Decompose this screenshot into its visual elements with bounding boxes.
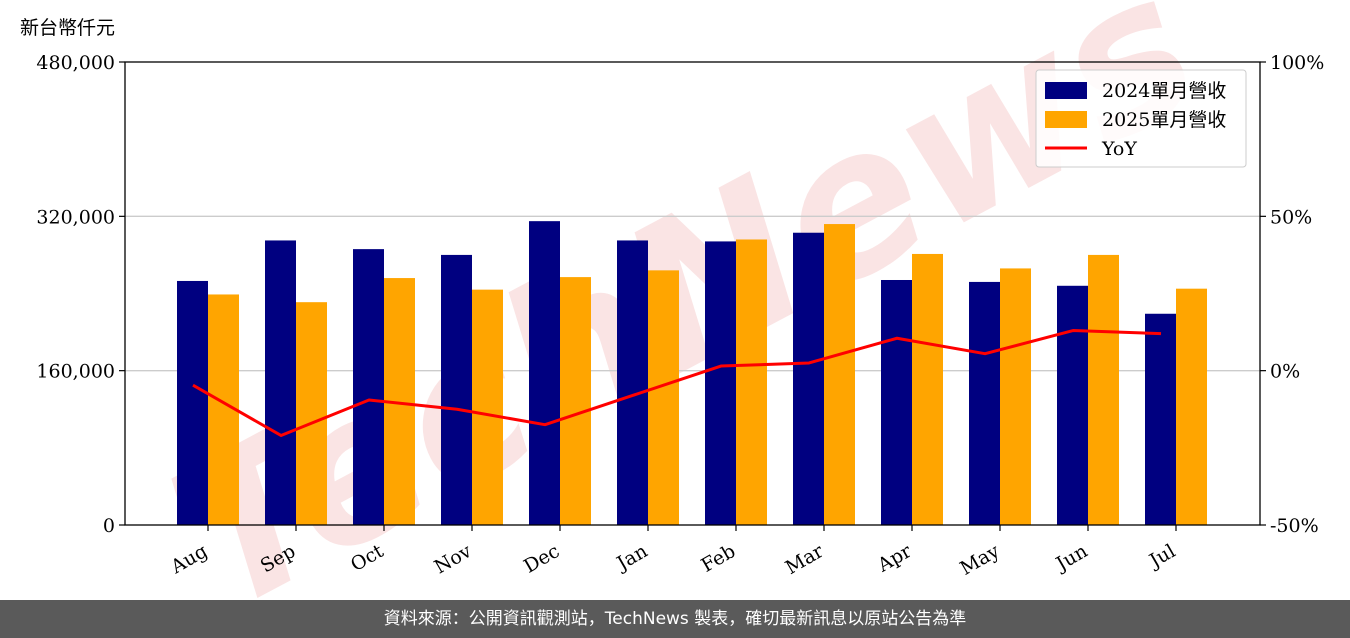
y2-tick-label: 100% [1270,52,1324,74]
bar-2025 [1176,288,1207,525]
bar-2025 [296,302,327,525]
y-tick-label: 160,000 [36,361,115,383]
bar-2025 [472,289,503,525]
legend-label: 2024單月營收 [1102,80,1226,102]
bar-2024 [793,232,824,525]
legend-label: 2025單月營收 [1102,109,1226,131]
y-axis-left: 0 160,000 320,000 480,000 [36,52,125,537]
bar-2024 [705,241,736,525]
bar-2024 [177,280,208,525]
bar-2025 [560,277,591,525]
y-tick-label: 320,000 [36,206,115,228]
bar-2024 [353,249,384,526]
legend-box [1035,69,1247,168]
bars [177,221,1207,526]
y2-tick-label: 50% [1270,206,1312,228]
bar-2025 [912,253,943,525]
y2-tick-label: 0% [1270,361,1300,383]
bar-2024 [617,240,648,525]
y-unit-label: 新台幣仟元 [20,17,115,39]
bar-2025 [1088,254,1119,525]
bar-2024 [1145,313,1176,525]
y-axis-right: -50% 0% 50% 100% [1260,52,1324,537]
bar-2024 [1057,285,1088,525]
yoy-line [192,329,1162,437]
bar-2024 [265,240,296,525]
x-tick-label: Jun [1051,540,1092,576]
x-tick-label: Dec [520,540,563,578]
x-tick-label: Apr [873,540,916,577]
legend-swatch [1045,111,1087,128]
x-tick-label: Feb [697,540,739,577]
bar-2025 [736,239,767,525]
legend: 2024單月營收 2025單月營收 YoY [1035,69,1247,168]
plot-frame [124,61,1261,526]
x-tick-label: Jan [612,540,652,576]
legend-label: YoY [1101,138,1137,160]
bar-2024 [969,281,1000,525]
x-tick-label: Mar [782,540,828,579]
bar-2024 [881,279,912,525]
bar-2025 [1000,268,1031,525]
x-tick-label: May [956,540,1003,580]
bar-2025 [648,270,679,525]
legend-swatch [1045,82,1087,99]
y-tick-label: 0 [103,515,115,537]
bar-2025 [824,224,855,526]
y2-tick-label: -50% [1270,515,1319,537]
y-tick-label: 480,000 [36,52,115,74]
x-tick-label: Jul [1144,540,1179,573]
source-footer: 資料來源：公開資訊觀測站，TechNews 製表，確切最新訊息以原站公告為準 [0,600,1350,638]
bar-2024 [529,221,560,525]
yoy-line-layer [192,329,1162,437]
bar-2024 [441,254,472,525]
